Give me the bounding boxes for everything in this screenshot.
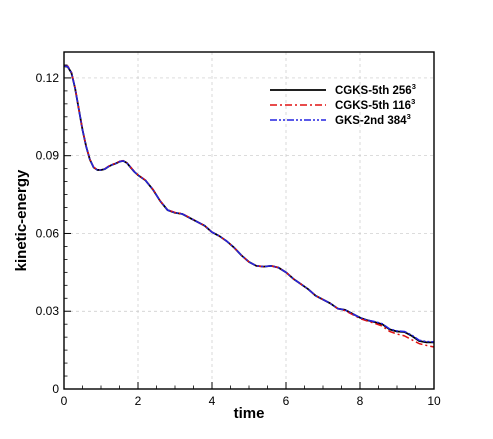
x-axis-title: time: [234, 405, 265, 422]
legend-label-3: GKS-2nd 3843: [335, 112, 411, 127]
y-tick-label: 0: [52, 382, 59, 396]
ticks: [63, 51, 435, 390]
x-tick-label: 2: [135, 394, 142, 408]
tick-labels: 0 2 4 6 8 10 0 0.03 0.06 0.09 0.12: [36, 71, 441, 408]
grid: [64, 52, 434, 389]
y-tick-label: 0.06: [36, 226, 60, 240]
series-line-3: [63, 65, 435, 343]
legend-label-1: CGKS-5th 2563: [335, 82, 416, 97]
x-tick-label: 4: [209, 394, 216, 408]
y-tick-label: 0.09: [36, 149, 60, 163]
x-tick-label: 6: [283, 394, 290, 408]
y-axis-title: kinetic-energy: [13, 169, 30, 271]
x-tick-label: 0: [61, 394, 68, 408]
y-tick-label: 0.03: [36, 304, 60, 318]
y-tick-label: 0.12: [36, 71, 60, 85]
legend-label-2: CGKS-5th 1163: [335, 97, 415, 112]
series-lines: [63, 64, 435, 348]
x-tick-label: 10: [427, 394, 441, 408]
x-tick-label: 8: [357, 394, 364, 408]
